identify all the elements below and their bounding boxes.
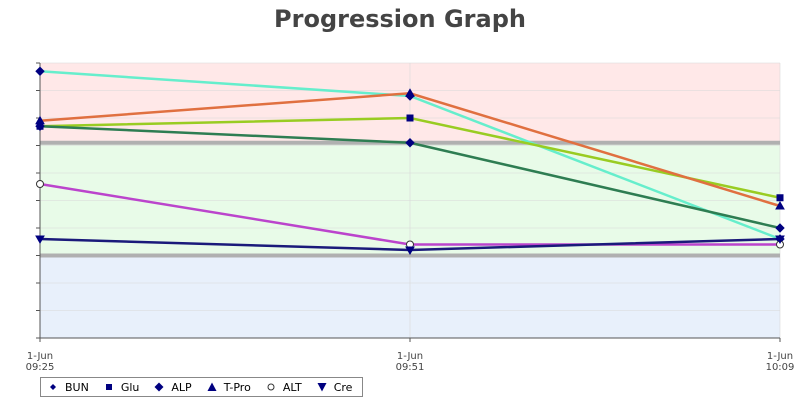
legend-label: ALT [282,380,302,394]
data-point-cre [775,235,785,245]
data-point-alp [775,223,785,233]
data-point-t-pro [35,115,45,125]
data-point-glu [776,194,784,202]
legend-label: ALP [171,380,192,394]
legend-item: Cre [316,380,353,394]
diamond-icon [153,381,165,393]
data-point-cre [405,246,415,256]
series-markers [35,66,785,256]
triangle-down-icon [316,381,328,393]
legend-label: BUN [65,380,89,394]
legend-item: Glu [103,380,140,394]
data-point-t-pro [775,200,785,210]
x-tick-labels: 1-Jun 09:251-Jun 09:511-Jun 10:09 [26,351,795,373]
chart-title: Progression Graph [274,5,526,33]
data-point-bun [35,66,45,76]
x-tick-label-time: 09:51 [396,362,425,373]
diamond-small-icon [47,381,59,393]
legend-item: ALP [153,380,192,394]
x-tick-label-date: 1-Jun [27,351,53,362]
x-tick-label-time: 09:25 [26,362,55,373]
x-tick-label-date: 1-Jun [397,351,423,362]
x-tick-label-date: 1-Jun [767,351,793,362]
circle-icon [265,381,277,393]
legend-label: Cre [333,380,353,394]
legend-item: T-Pro [206,381,251,394]
x-tick-label-time: 10:09 [766,362,795,373]
legend-item: ALT [265,381,302,394]
data-point-t-pro [405,88,415,97]
data-point-alt [36,180,44,188]
data-point-cre [35,235,45,245]
x-tick-label: 1-Jun 10:09 [766,351,795,373]
data-point-glu [406,114,414,122]
triangle-up-icon [206,381,218,393]
legend-label: T-Pro [223,380,251,394]
legend-item: BUN [47,381,89,394]
chart-legend: BUN Glu ALP T-Pro ALT Cre [40,377,364,397]
x-tick-label: 1-Jun 09:25 [26,351,55,373]
square-icon [103,381,115,393]
x-tick-label: 1-Jun 09:51 [396,351,425,373]
data-point-alp [405,138,415,148]
legend-label: Glu [120,380,140,394]
